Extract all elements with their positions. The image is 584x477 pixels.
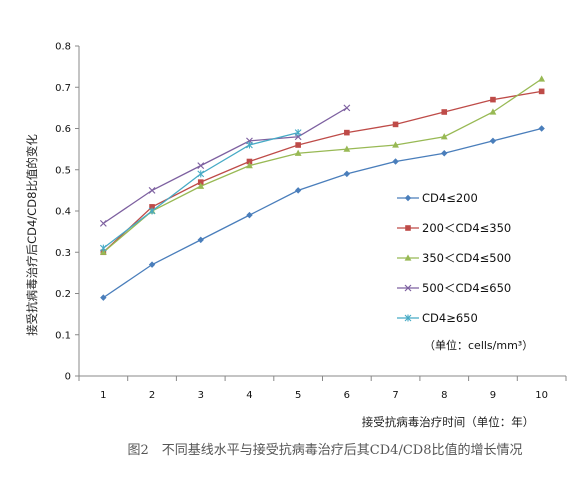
data-point — [489, 108, 497, 115]
legend-marker — [404, 194, 412, 202]
series-line — [102, 90, 542, 253]
x-axis-label: 接受抗病毒治疗时间（单位：年） — [362, 415, 535, 429]
legend-label: 350＜CD4≤500 — [422, 251, 511, 265]
x-tick-label: 10 — [535, 390, 548, 401]
data-point — [246, 141, 253, 149]
y-tick-label: 0.7 — [55, 83, 71, 94]
y-tick-label: 0.6 — [55, 124, 71, 135]
data-point — [197, 179, 204, 185]
data-point — [538, 75, 546, 82]
legend-unit-note: （单位：cells/mm³） — [424, 338, 533, 352]
y-tick-label: 0.3 — [55, 248, 71, 259]
series-3 — [99, 75, 546, 255]
x-tick-label: 7 — [392, 390, 398, 401]
data-point — [538, 125, 545, 132]
data-point — [490, 96, 496, 103]
legend-label: 500＜CD4≤650 — [422, 281, 511, 295]
data-point — [344, 129, 350, 136]
data-point — [148, 207, 156, 215]
figure-caption: 图2 不同基线水平与接受抗病毒治疗后其CD4/CD8比值的增长情况 — [128, 442, 523, 458]
y-tick-label: 0.5 — [55, 165, 71, 176]
x-tick-labels: 1 2 3 4 5 6 7 8 9 10 — [78, 376, 567, 401]
data-point — [99, 248, 107, 255]
x-tick-label: 8 — [441, 390, 447, 401]
legend-item: 350＜CD4≤500 — [397, 251, 511, 265]
data-point — [148, 186, 156, 194]
data-point — [294, 187, 302, 194]
legend-item: 500＜CD4≤650 — [397, 281, 511, 295]
series-line — [102, 107, 348, 224]
data-point — [99, 244, 107, 252]
data-point — [295, 142, 301, 148]
x-tick-label: 1 — [100, 390, 106, 401]
y-tick-label: 0.8 — [55, 42, 71, 53]
data-point — [246, 162, 253, 169]
y-tick-labels: 0 0.1 0.2 0.3 0.4 0.5 0.6 0.7 0.8 — [55, 42, 79, 383]
data-point — [392, 158, 399, 165]
data-point — [246, 211, 253, 219]
x-tick-label: 4 — [246, 390, 252, 401]
data-point — [100, 294, 107, 301]
data-point — [197, 236, 204, 244]
series-line — [102, 78, 543, 253]
data-point — [197, 162, 205, 170]
legend-marker — [404, 314, 412, 322]
data-point — [99, 219, 107, 227]
legend-item: CD4≥650 — [397, 311, 478, 325]
y-tick-label: 0 — [65, 372, 71, 383]
y-axis-label: 接受抗病毒治疗后CD4/CD8比值的变化 — [25, 134, 39, 336]
legend-label: 200＜CD4≤350 — [422, 221, 511, 235]
legend: CD4≤200 200＜CD4≤350 350＜CD4≤500 500＜CD4≤650… — [397, 191, 511, 325]
legend-marker — [404, 254, 412, 261]
data-point — [343, 145, 351, 152]
legend-label: CD4≥650 — [422, 311, 478, 325]
legend-item: 200＜CD4≤350 — [397, 221, 511, 235]
legend-marker — [404, 284, 412, 292]
data-point — [441, 150, 448, 157]
series-line — [102, 131, 299, 249]
legend-marker — [405, 225, 411, 231]
x-tick-label: 5 — [295, 390, 301, 401]
data-point — [392, 121, 399, 128]
x-tick-label: 3 — [198, 390, 204, 401]
data-point — [294, 129, 302, 137]
legend-label: CD4≤200 — [422, 191, 478, 205]
data-point — [197, 170, 205, 178]
data-point — [149, 204, 155, 210]
chart-series — [99, 75, 546, 301]
data-point — [294, 149, 302, 156]
data-point — [343, 170, 351, 178]
data-point — [392, 141, 399, 148]
y-tick-label: 0.1 — [55, 330, 71, 341]
legend-item: CD4≤200 — [397, 191, 478, 205]
series-5 — [99, 129, 302, 252]
data-point — [440, 133, 448, 140]
data-point — [489, 137, 497, 145]
x-tick-label: 6 — [344, 390, 350, 401]
series-1 — [100, 125, 545, 301]
data-point — [246, 158, 253, 165]
series-line — [102, 127, 542, 299]
data-point — [343, 104, 351, 112]
data-point — [197, 182, 205, 189]
series-4 — [99, 104, 351, 227]
data-point — [538, 88, 545, 95]
y-tick-label: 0.4 — [55, 207, 71, 218]
data-point — [441, 109, 448, 115]
y-tick-label: 0.2 — [55, 289, 71, 300]
data-point — [148, 261, 156, 268]
x-tick-label: 9 — [490, 390, 496, 401]
x-tick-label: 2 — [149, 390, 155, 401]
